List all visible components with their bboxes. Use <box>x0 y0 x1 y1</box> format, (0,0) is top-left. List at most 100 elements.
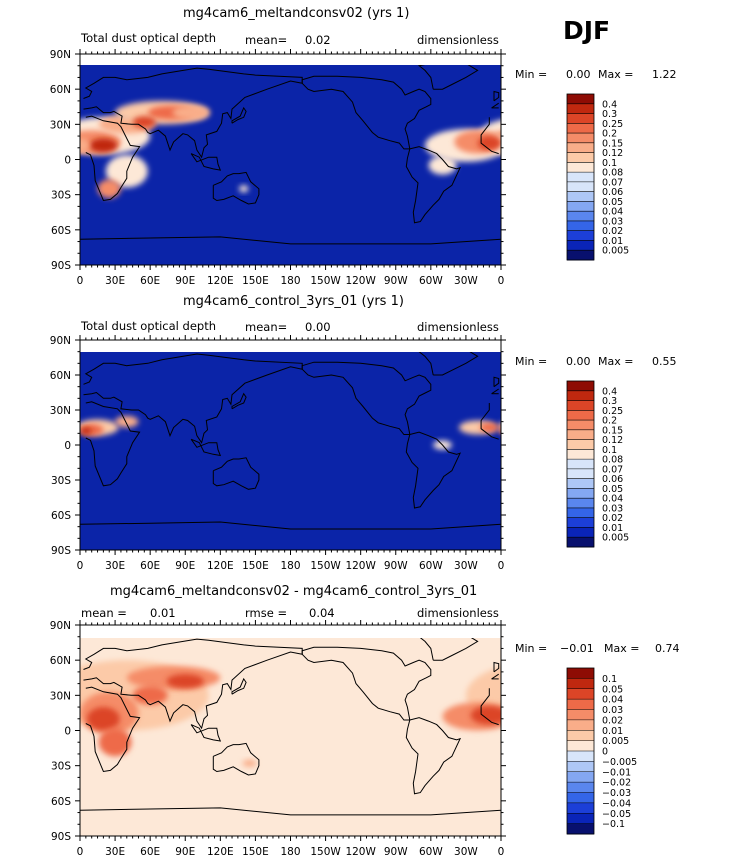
field-blob <box>132 685 168 705</box>
x-tick-label: 30E <box>105 275 125 287</box>
coastline <box>405 717 462 795</box>
x-tick-label: 0 <box>498 560 505 572</box>
coastline <box>190 153 222 171</box>
colorbar-label: 0.04 <box>602 494 623 505</box>
coastline <box>491 673 499 680</box>
field-blob <box>115 415 139 428</box>
coastlines <box>80 352 501 530</box>
x-tick-label: 150W <box>310 846 341 858</box>
panel-3-min-label: Min = <box>515 642 548 655</box>
panel-3-min-value: −0.01 <box>560 642 594 655</box>
colorbar-swatch <box>567 381 594 392</box>
x-tick-label: 0 <box>498 275 505 287</box>
panel-2-title: mg4cam6_control_3yrs_01 (yrs 1) <box>183 294 404 309</box>
field-blob <box>470 705 501 725</box>
colorbar-swatch <box>567 751 594 762</box>
colorbar-label: 0.01 <box>602 726 623 737</box>
coastline <box>480 403 499 440</box>
field-blob <box>97 179 121 199</box>
x-tick-label: 60E <box>140 560 160 572</box>
colorbar-swatch <box>567 771 594 783</box>
panel-1-mean-label: mean= <box>245 33 288 47</box>
field-blob <box>479 422 499 433</box>
panel-1-max-value: 1.22 <box>652 68 677 81</box>
panel-1-mean-value: 0.02 <box>305 33 331 47</box>
coastline <box>231 677 247 695</box>
colorbar-swatch <box>567 537 594 548</box>
y-tick-label: 0 <box>64 440 71 452</box>
colorbar-frame <box>566 93 595 261</box>
panel-1-variable-label: Total dust optical depth <box>81 31 216 45</box>
colorbar-swatch <box>567 468 594 480</box>
x-tick-label: 60E <box>140 275 160 287</box>
colorbar-swatch <box>567 410 594 421</box>
colorbar-label: 0.12 <box>602 435 623 446</box>
colorbar-label: 0.02 <box>602 513 623 524</box>
colorbar-label: 0.02 <box>602 226 623 237</box>
colorbar-swatch <box>567 740 594 752</box>
panel-2-max-label: Max = <box>598 355 634 368</box>
colorbar-swatch <box>567 220 594 232</box>
field-blob <box>132 116 157 128</box>
coastline <box>80 521 501 530</box>
x-tick-label: 0 <box>77 846 84 858</box>
colorbar-label: −0.005 <box>602 757 637 768</box>
y-tick-label: 0 <box>64 155 71 167</box>
panel-3-rmse-value: 0.04 <box>309 606 335 620</box>
colorbar-label: −0.04 <box>602 798 631 809</box>
colorbar-label: 0.1 <box>602 158 617 169</box>
colorbar-swatch <box>567 142 594 154</box>
x-tick-label: 0 <box>498 846 505 858</box>
coastline <box>493 661 500 673</box>
y-tick-label: 30N <box>50 690 71 702</box>
x-tick-label: 90W <box>384 275 408 287</box>
colorbar-label: 0.25 <box>602 119 623 130</box>
colorbar-frame <box>566 380 595 548</box>
y-tick-label: 30N <box>50 405 71 417</box>
colorbar-label: 0 <box>602 747 608 758</box>
field-blob <box>510 138 538 152</box>
panel-1-min-label: Min = <box>515 68 548 81</box>
x-tick-label: 90W <box>384 846 408 858</box>
panel-3-title: mg4cam6_meltandconsv02 - mg4cam6_control… <box>110 584 478 599</box>
map-panel-2 <box>80 352 501 550</box>
colorbar-label: −0.05 <box>602 809 631 820</box>
panel-1-max-label: Max = <box>598 68 634 81</box>
coastline <box>491 102 499 109</box>
field-layer <box>80 100 538 199</box>
colorbar-swatch <box>567 719 594 731</box>
colorbar-swatch <box>567 668 594 679</box>
x-tick-label: 90E <box>175 846 195 858</box>
x-tick-label: 90E <box>175 275 195 287</box>
coastline <box>212 457 260 490</box>
colorbar-swatch <box>567 823 594 835</box>
field-blob <box>98 728 132 757</box>
x-tick-label: 30W <box>454 275 478 287</box>
colorbar-label: 0.04 <box>602 207 623 218</box>
field-blob <box>477 136 501 151</box>
x-tick-label: 60E <box>140 846 160 858</box>
colorbar-label: −0.03 <box>602 788 631 799</box>
colorbar-label: 0.12 <box>602 148 623 159</box>
field-blob <box>239 185 249 193</box>
colorbar-swatch <box>567 813 594 825</box>
colorbar-swatch <box>567 230 594 241</box>
field-blob <box>172 105 210 120</box>
map-panel-1 <box>80 65 538 265</box>
field-blob <box>166 674 204 689</box>
coastline <box>301 361 432 435</box>
field-blob <box>508 707 541 730</box>
coastline <box>491 388 499 395</box>
x-tick-label: 0 <box>77 275 84 287</box>
coastline <box>480 688 499 726</box>
colorbar-label: 0.005 <box>602 736 629 747</box>
colorbar-swatch <box>567 688 594 700</box>
coastline <box>480 117 499 155</box>
y-tick-label: 0 <box>64 726 71 738</box>
y-tick-label: 90S <box>51 831 71 843</box>
coastline <box>301 75 432 150</box>
colorbar-label: 0.01 <box>602 236 623 247</box>
colorbar-swatch <box>567 527 594 538</box>
colorbar-label: 0.08 <box>602 168 623 179</box>
y-tick-label: 60S <box>51 796 71 808</box>
